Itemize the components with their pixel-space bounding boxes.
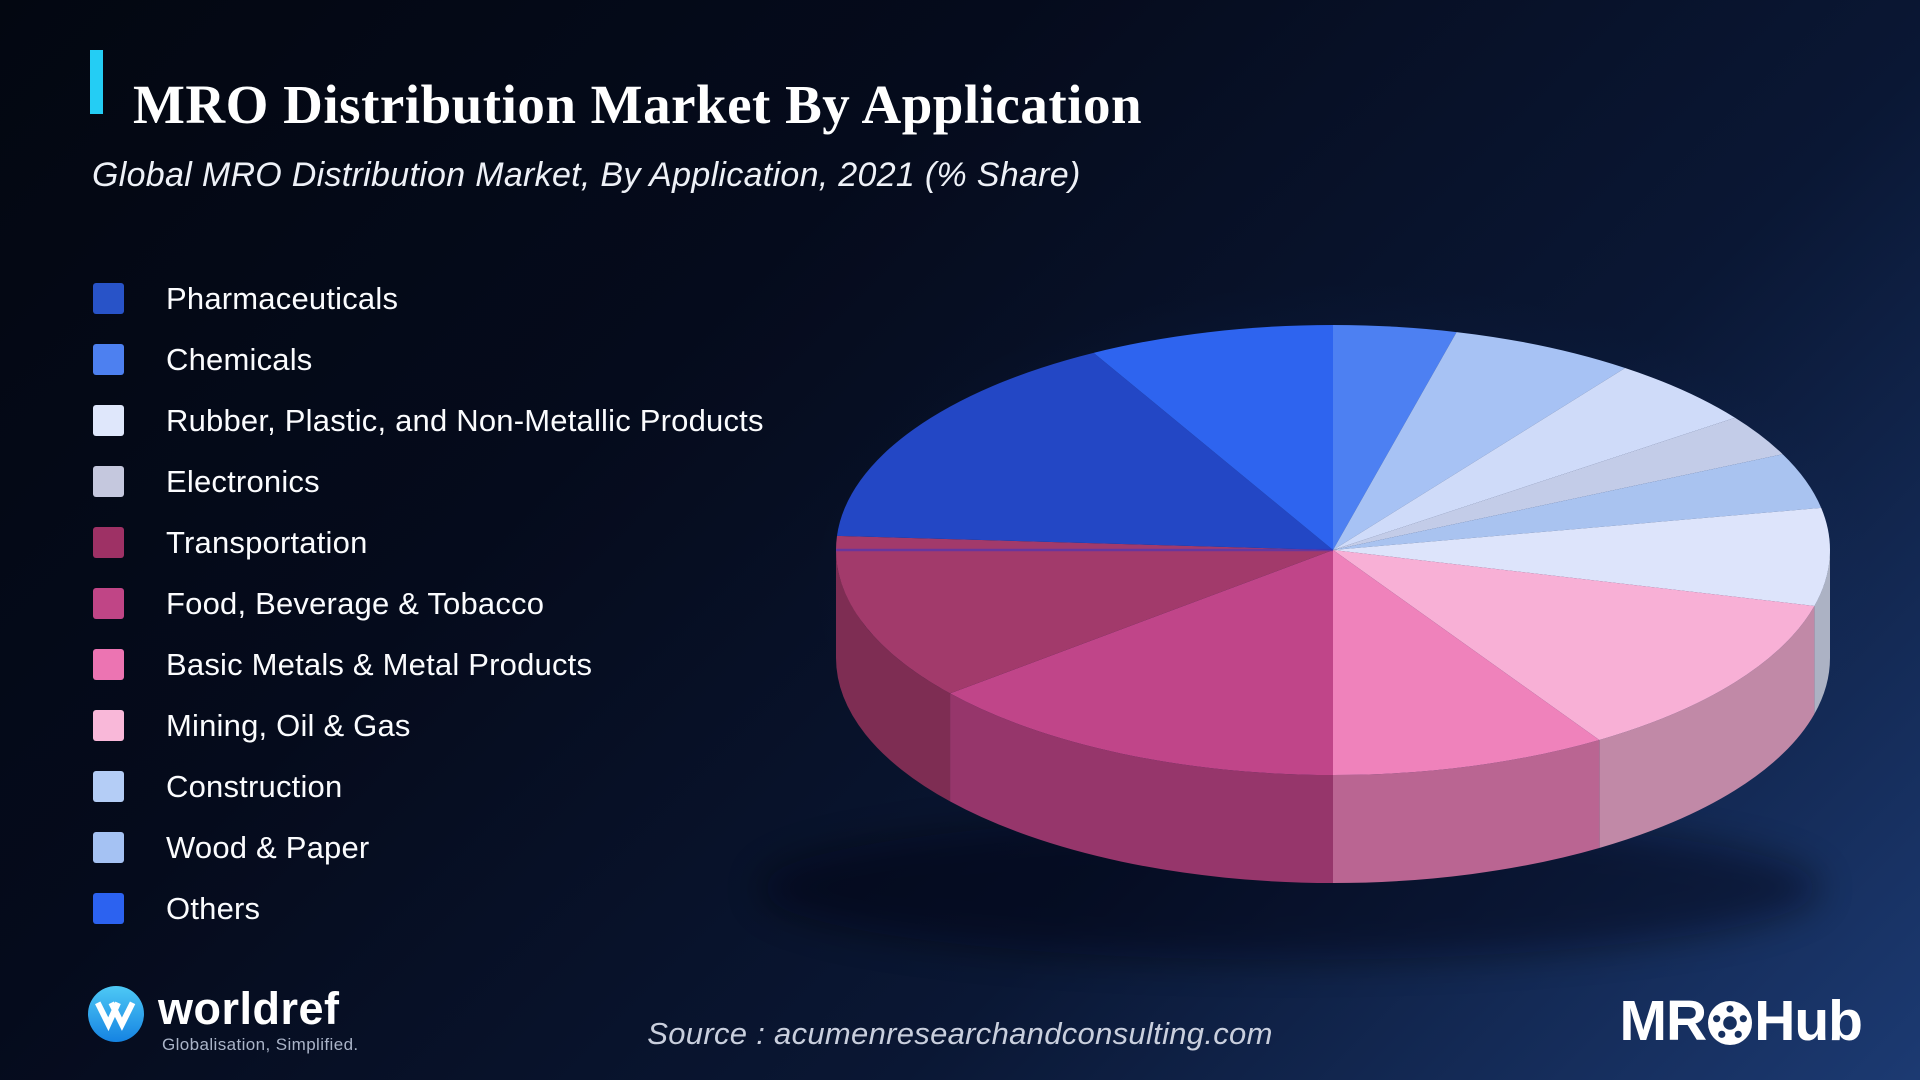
worldref-logo: worldref Globalisation, Simplified. (88, 986, 359, 1055)
worldref-tagline: Globalisation, Simplified. (162, 1035, 359, 1054)
pie-slice (835, 535, 1333, 694)
legend-swatch (93, 466, 124, 497)
mrohub-flange-icon (1708, 1001, 1753, 1045)
legend-item: Rubber, Plastic, and Non-Metallic Produc… (93, 390, 764, 451)
legend-item-label: Chemicals (166, 341, 313, 377)
pie-slice (1333, 454, 1822, 550)
legend-swatch (93, 893, 124, 924)
legend-item-label: Rubber, Plastic, and Non-Metallic Produc… (166, 402, 764, 438)
pie-slice-wall (1333, 739, 1600, 883)
page-title: MRO Distribution Market By Application (133, 73, 1143, 135)
legend-item-label: Construction (166, 768, 343, 804)
worldref-logo-icon (88, 986, 144, 1042)
pie-slice (1333, 332, 1626, 550)
legend-item-label: Transportation (166, 524, 368, 560)
legend: Pharmaceuticals Chemicals Rubber, Plastic,… (93, 268, 764, 939)
pie-slice (1333, 367, 1736, 550)
legend-item-label: Others (166, 890, 261, 926)
source-attribution: Source : acumenresearchandconsulting.com (647, 1016, 1273, 1051)
legend-item: Construction (93, 756, 764, 817)
legend-item: Pharmaceuticals (93, 268, 764, 329)
legend-item: Basic Metals & Metal Products (93, 634, 764, 695)
legend-item-label: Basic Metals & Metal Products (166, 646, 593, 682)
pie-slice (1333, 550, 1815, 740)
legend-item: Chemicals (93, 329, 764, 390)
legend-item-label: Pharmaceuticals (166, 280, 399, 316)
legend-item-label: Wood & Paper (166, 829, 370, 865)
legend-item: Transportation (93, 512, 764, 573)
legend-swatch (93, 344, 124, 375)
pie-slice (1333, 550, 1600, 775)
pie-slice-wall (1814, 550, 1830, 714)
legend-item: Food, Beverage & Tobacco (93, 573, 764, 634)
legend-item: Others (93, 878, 764, 939)
legend-item-label: Mining, Oil & Gas (166, 707, 411, 743)
legend-swatch (93, 283, 124, 314)
legend-swatch (93, 710, 124, 741)
pie-slice-wall (1599, 605, 1815, 848)
worldref-name: worldref (158, 983, 340, 1034)
pie-slice (1093, 325, 1333, 550)
legend-swatch (93, 588, 124, 619)
mrohub-text-hub: Hub (1754, 989, 1863, 1053)
legend-swatch (93, 832, 124, 863)
pie-slice (950, 550, 1333, 775)
pie-slice-wall (950, 693, 1333, 883)
legend-item-label: Electronics (166, 463, 320, 499)
legend-swatch (93, 405, 124, 436)
pie-slice-wall (836, 550, 951, 802)
pie-slice (1333, 325, 1457, 550)
legend-item: Electronics (93, 451, 764, 512)
legend-swatch (93, 527, 124, 558)
pie-slice (836, 352, 1333, 550)
legend-swatch (93, 649, 124, 680)
legend-swatch (93, 771, 124, 802)
title-accent-bar (90, 50, 103, 114)
chart-subtitle: Global MRO Distribution Market, By Appli… (92, 156, 1081, 194)
mrohub-text-mr: MR (1619, 989, 1708, 1053)
worldref-w-mark (95, 1001, 136, 1032)
legend-item: Wood & Paper (93, 817, 764, 878)
legend-item: Mining, Oil & Gas (93, 695, 764, 756)
pie-slice (1333, 417, 1783, 550)
mrohub-logo: MR Hub (1619, 988, 1863, 1054)
pie-slice (1333, 507, 1830, 606)
legend-item-label: Food, Beverage & Tobacco (166, 585, 545, 621)
